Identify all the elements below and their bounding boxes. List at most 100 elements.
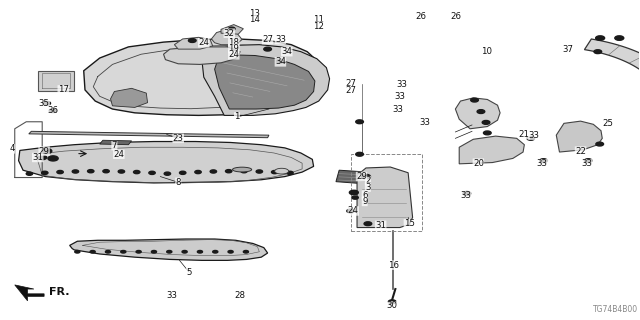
Text: 17: 17 (58, 85, 68, 94)
Circle shape (149, 171, 156, 174)
Circle shape (48, 156, 58, 161)
Text: 5: 5 (186, 268, 192, 277)
Circle shape (188, 39, 196, 43)
Polygon shape (221, 25, 243, 34)
Text: 24: 24 (228, 50, 239, 59)
Text: 33: 33 (275, 35, 286, 44)
Text: 31: 31 (32, 153, 44, 162)
Circle shape (477, 110, 484, 114)
Polygon shape (15, 285, 44, 301)
Text: 1: 1 (234, 113, 240, 122)
Text: 35: 35 (38, 99, 50, 108)
Text: 23: 23 (173, 134, 184, 143)
Text: 37: 37 (563, 44, 573, 54)
Circle shape (118, 170, 125, 173)
Circle shape (90, 251, 95, 253)
Text: 8: 8 (175, 178, 181, 187)
Text: 33: 33 (392, 105, 403, 114)
Text: TG74B4B00: TG74B4B00 (593, 305, 638, 314)
Circle shape (256, 170, 262, 173)
Polygon shape (174, 37, 212, 49)
Circle shape (179, 171, 186, 174)
Circle shape (42, 171, 48, 174)
Text: 26: 26 (450, 12, 461, 21)
Circle shape (356, 120, 364, 124)
Circle shape (167, 251, 172, 253)
Text: 28: 28 (235, 291, 246, 300)
Text: 18: 18 (228, 38, 239, 47)
Text: 33: 33 (537, 159, 548, 168)
Text: 27: 27 (262, 35, 273, 44)
Circle shape (195, 171, 201, 174)
Circle shape (164, 172, 171, 175)
Circle shape (212, 251, 218, 253)
Text: 33: 33 (420, 118, 431, 127)
Text: 33: 33 (394, 92, 405, 101)
Text: 20: 20 (473, 159, 484, 168)
Polygon shape (336, 170, 368, 184)
Circle shape (228, 27, 235, 30)
Polygon shape (164, 47, 240, 64)
Text: 9: 9 (362, 197, 367, 206)
Circle shape (352, 196, 358, 199)
Polygon shape (29, 131, 269, 138)
Circle shape (276, 59, 284, 63)
Polygon shape (556, 121, 602, 152)
Circle shape (134, 171, 140, 174)
Text: 34: 34 (275, 57, 286, 66)
Circle shape (596, 142, 604, 146)
Text: 19: 19 (228, 44, 239, 53)
Circle shape (182, 251, 187, 253)
Text: 21: 21 (519, 130, 530, 139)
Circle shape (388, 300, 396, 304)
Polygon shape (100, 140, 132, 145)
Polygon shape (460, 136, 524, 164)
Circle shape (49, 109, 57, 113)
Circle shape (75, 251, 80, 253)
Circle shape (264, 47, 271, 51)
Circle shape (271, 171, 278, 174)
Text: 24: 24 (198, 38, 209, 47)
Text: 4: 4 (10, 144, 15, 153)
Circle shape (594, 50, 602, 53)
Text: 7: 7 (111, 141, 117, 150)
Circle shape (210, 170, 216, 173)
Circle shape (42, 148, 52, 154)
Text: 6: 6 (362, 190, 367, 200)
Circle shape (136, 251, 141, 253)
Text: 3: 3 (365, 183, 371, 192)
Circle shape (38, 155, 47, 160)
Text: 29: 29 (356, 172, 367, 181)
Circle shape (72, 170, 79, 173)
Circle shape (103, 170, 109, 173)
Text: 10: 10 (481, 47, 492, 56)
Circle shape (26, 172, 33, 175)
Text: 26: 26 (415, 12, 426, 21)
Circle shape (527, 136, 534, 140)
Polygon shape (214, 55, 315, 109)
Circle shape (483, 131, 491, 135)
Text: 30: 30 (386, 301, 397, 310)
Polygon shape (70, 239, 268, 260)
Text: 33: 33 (460, 191, 471, 200)
Circle shape (347, 209, 355, 213)
Circle shape (88, 170, 94, 173)
Circle shape (197, 251, 202, 253)
Text: 14: 14 (250, 15, 260, 24)
Polygon shape (584, 39, 640, 85)
Text: 15: 15 (404, 219, 415, 228)
Text: 22: 22 (575, 147, 586, 156)
Ellipse shape (232, 167, 252, 172)
Polygon shape (84, 39, 326, 116)
Polygon shape (38, 71, 74, 91)
Text: 24: 24 (348, 206, 358, 215)
Polygon shape (19, 141, 314, 183)
Text: 25: 25 (602, 119, 613, 128)
Ellipse shape (275, 168, 289, 174)
Circle shape (106, 251, 111, 253)
Circle shape (596, 36, 605, 40)
Circle shape (364, 222, 372, 226)
Circle shape (121, 251, 126, 253)
Circle shape (362, 174, 371, 179)
Circle shape (463, 192, 470, 196)
